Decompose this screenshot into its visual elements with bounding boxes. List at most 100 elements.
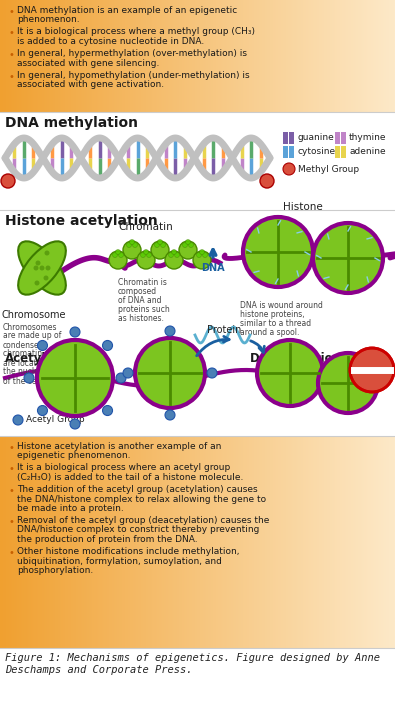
Bar [283,132,288,144]
Circle shape [196,252,201,257]
Circle shape [169,252,173,257]
Circle shape [34,280,40,285]
Circle shape [158,240,162,245]
Circle shape [123,241,141,259]
Circle shape [40,266,45,271]
Bar [341,146,346,158]
Text: as histones.: as histones. [118,314,164,323]
Circle shape [186,240,190,245]
Text: (C₂H₃O) is added to the tail of a histone molecule.: (C₂H₃O) is added to the tail of a histon… [17,473,243,482]
Circle shape [257,340,323,406]
Circle shape [45,250,49,255]
Bar [289,146,294,158]
Circle shape [38,340,47,351]
Circle shape [130,240,135,245]
Circle shape [116,373,126,383]
Bar [283,146,288,158]
Text: be made into a protein.: be made into a protein. [17,504,124,513]
Circle shape [143,250,149,254]
Circle shape [13,415,23,425]
Text: associated with gene activation.: associated with gene activation. [17,80,164,89]
Text: DNA is wound around: DNA is wound around [240,301,323,310]
Text: Methyl Group: Methyl Group [298,165,359,174]
Text: Chromosomes: Chromosomes [3,323,58,332]
Circle shape [313,223,383,293]
Text: Figure 1: Mechanisms of epigenetics. Figure designed by Anne
Deschamps and Corpo: Figure 1: Mechanisms of epigenetics. Fig… [5,653,380,675]
Text: Chromatin is: Chromatin is [118,278,167,287]
Text: It is a biological process where a methyl group (CH₃): It is a biological process where a methy… [17,27,255,37]
Circle shape [34,266,38,271]
Bar [0,112,395,540]
Text: the production of protein from the DNA.: the production of protein from the DNA. [17,535,198,544]
Circle shape [188,243,194,247]
Text: DNA/histone complex to constrict thereby preventing: DNA/histone complex to constrict thereby… [17,526,260,534]
Circle shape [182,243,188,247]
Text: Histone acetylation: Histone acetylation [5,214,158,228]
Text: are located in: are located in [3,359,56,368]
Text: In general, hypomethylation (under-methylation) is: In general, hypomethylation (under-methy… [17,70,250,79]
Circle shape [260,174,274,188]
Circle shape [135,338,205,408]
Text: Histone: Histone [283,202,323,212]
Circle shape [141,252,145,257]
Text: DNA methylation: DNA methylation [5,116,138,130]
Text: •: • [8,465,14,475]
Text: guanine: guanine [297,134,334,143]
Circle shape [70,419,80,429]
Circle shape [165,410,175,420]
Circle shape [203,252,207,257]
Text: phenomenon.: phenomenon. [17,15,80,25]
Bar [289,132,294,144]
Circle shape [193,251,211,269]
Circle shape [283,163,295,175]
Circle shape [70,327,80,337]
Text: The addition of the acetyl group (acetylation) causes: The addition of the acetyl group (acetyl… [17,485,258,494]
Circle shape [1,174,15,188]
Circle shape [165,251,183,269]
Text: histone proteins,: histone proteins, [240,310,305,319]
Circle shape [37,340,113,416]
Text: DNA methylation is an example of an epigenetic: DNA methylation is an example of an epig… [17,6,237,15]
Ellipse shape [18,241,66,295]
Circle shape [132,243,137,247]
Text: associated with gene silencing.: associated with gene silencing. [17,58,159,67]
Circle shape [36,261,41,266]
Text: Chromosome: Chromosome [2,311,66,321]
Circle shape [350,348,394,392]
Circle shape [126,243,132,247]
Circle shape [179,241,197,259]
Circle shape [38,406,47,415]
Circle shape [137,251,155,269]
Circle shape [45,266,51,271]
Circle shape [199,250,205,254]
Circle shape [103,340,113,351]
Text: the DNA/histone complex to relax allowing the gene to: the DNA/histone complex to relax allowin… [17,494,266,503]
Circle shape [154,243,160,247]
Text: proteins such: proteins such [118,305,170,314]
Bar [335,132,340,144]
Circle shape [318,353,378,413]
Circle shape [43,276,49,280]
Text: are made up of: are made up of [3,332,61,340]
Circle shape [160,243,166,247]
Text: Acetylation: Acetylation [5,352,80,365]
Text: In general, hypermethylation (over-methylation) is: In general, hypermethylation (over-methy… [17,49,247,58]
Circle shape [171,250,177,254]
Circle shape [115,250,120,254]
Text: Protein: Protein [207,325,241,335]
Circle shape [243,217,313,287]
Text: of the cell.: of the cell. [3,377,43,385]
Text: Removal of the acetyl group (deacetylation) causes the: Removal of the acetyl group (deacetylati… [17,516,269,525]
Text: •: • [8,548,14,558]
Text: similar to a thread: similar to a thread [240,319,311,328]
Text: cytosine: cytosine [297,148,335,157]
Circle shape [24,373,34,383]
Ellipse shape [18,241,66,295]
Circle shape [113,252,117,257]
Text: •: • [8,50,14,60]
Text: is added to a cytosine nucleotide in DNA.: is added to a cytosine nucleotide in DNA… [17,37,204,46]
Text: phosphorylation.: phosphorylation. [17,566,93,575]
Circle shape [151,241,169,259]
Text: Other histone modifications include methylation,: Other histone modifications include meth… [17,547,239,556]
Circle shape [207,368,217,378]
